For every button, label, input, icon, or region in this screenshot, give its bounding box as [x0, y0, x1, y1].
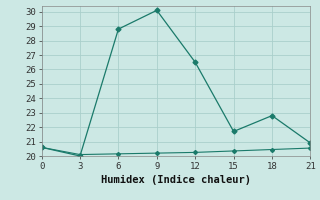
X-axis label: Humidex (Indice chaleur): Humidex (Indice chaleur) — [101, 175, 251, 185]
